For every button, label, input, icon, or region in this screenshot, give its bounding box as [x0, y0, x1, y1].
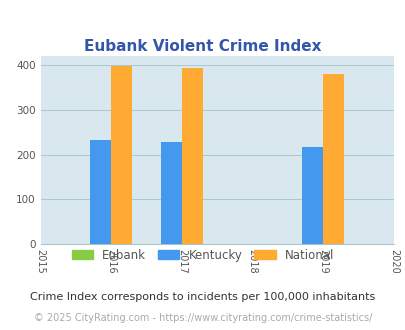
Bar	[111, 66, 132, 244]
Text: Crime Index corresponds to incidents per 100,000 inhabitants: Crime Index corresponds to incidents per…	[30, 292, 375, 302]
Text: Eubank Violent Crime Index: Eubank Violent Crime Index	[84, 39, 321, 54]
Text: © 2025 CityRating.com - https://www.cityrating.com/crime-statistics/: © 2025 CityRating.com - https://www.city…	[34, 314, 371, 323]
Legend: Eubank, Kentucky, National: Eubank, Kentucky, National	[67, 244, 338, 266]
Bar	[322, 74, 343, 244]
Bar	[160, 142, 181, 244]
Bar	[301, 148, 322, 244]
Bar	[90, 140, 111, 244]
Bar	[181, 68, 202, 244]
